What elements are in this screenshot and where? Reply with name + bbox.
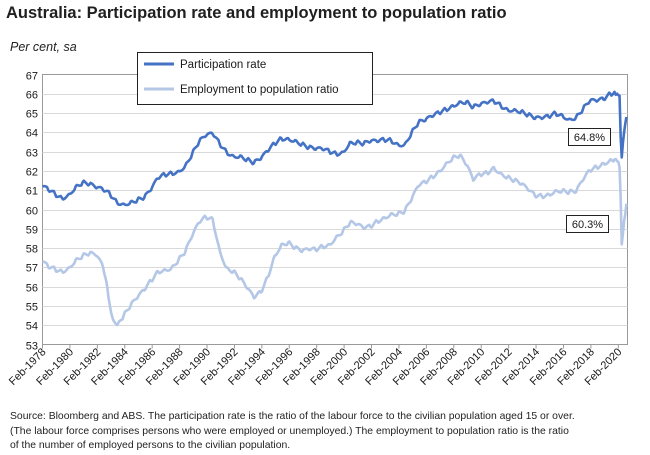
y-tick-label: 60 [26, 206, 38, 218]
end-label-participation-text: 64.8% [574, 132, 605, 144]
y-tick-label: 61 [26, 186, 38, 198]
y-tick-label: 54 [26, 321, 38, 333]
source-note: Source: Bloomberg and ABS. The participa… [10, 410, 646, 454]
chart-title: Australia: Participation rate and employ… [6, 4, 507, 22]
y-tick-label: 67 [26, 71, 38, 83]
y-tick-label: 56 [26, 283, 38, 295]
y-tick-label: 58 [26, 244, 38, 256]
source-line-2: (The labour force comprises persons who … [10, 425, 569, 437]
x-axis: Feb-1978Feb-1980Feb-1982Feb-1984Feb-1986… [7, 344, 624, 388]
legend-label-participation-rate: Participation rate [180, 59, 266, 71]
end-label-box-employment [566, 215, 609, 233]
y-tick-label: 63 [26, 148, 38, 160]
source-line-3: of the number of employed persons to the… [10, 440, 291, 451]
end-label-employment-text: 60.3% [572, 219, 603, 231]
end-label-box-participation [568, 128, 611, 146]
end-label-employment: 60.3% [566, 215, 609, 233]
y-tick-label: 66 [26, 90, 38, 102]
y-tick-label: 53 [26, 341, 38, 353]
y-axis: 53 54 55 56 57 58 59 60 61 62 63 64 65 66 67 [26, 71, 38, 353]
legend-box [137, 52, 373, 105]
y-tick-label: 65 [26, 109, 38, 121]
legend: Participation rate Employment to populat… [137, 52, 373, 105]
y-tick-label: 64 [26, 128, 38, 140]
legend-label-employment-ratio: Employment to population ratio [180, 84, 339, 96]
end-label-participation: 64.8% [568, 128, 611, 146]
y-tick-label: 55 [26, 302, 38, 314]
y-tick-label: 62 [26, 167, 38, 179]
source-line-1: Source: Bloomberg and ABS. The participa… [10, 411, 575, 422]
y-tick-label: 59 [26, 225, 38, 237]
gridlines [42, 94, 628, 326]
y-tick-label: 57 [26, 263, 38, 275]
series-line-employment-ratio [42, 153, 628, 327]
y-axis-unit-label: Per cent, sa [10, 40, 77, 54]
line-chart: 53 54 55 56 57 58 59 60 61 62 63 64 65 66 67 Feb-1978F… [7, 52, 628, 388]
series-lines [42, 90, 628, 327]
series-line-participation-rate [42, 90, 628, 207]
